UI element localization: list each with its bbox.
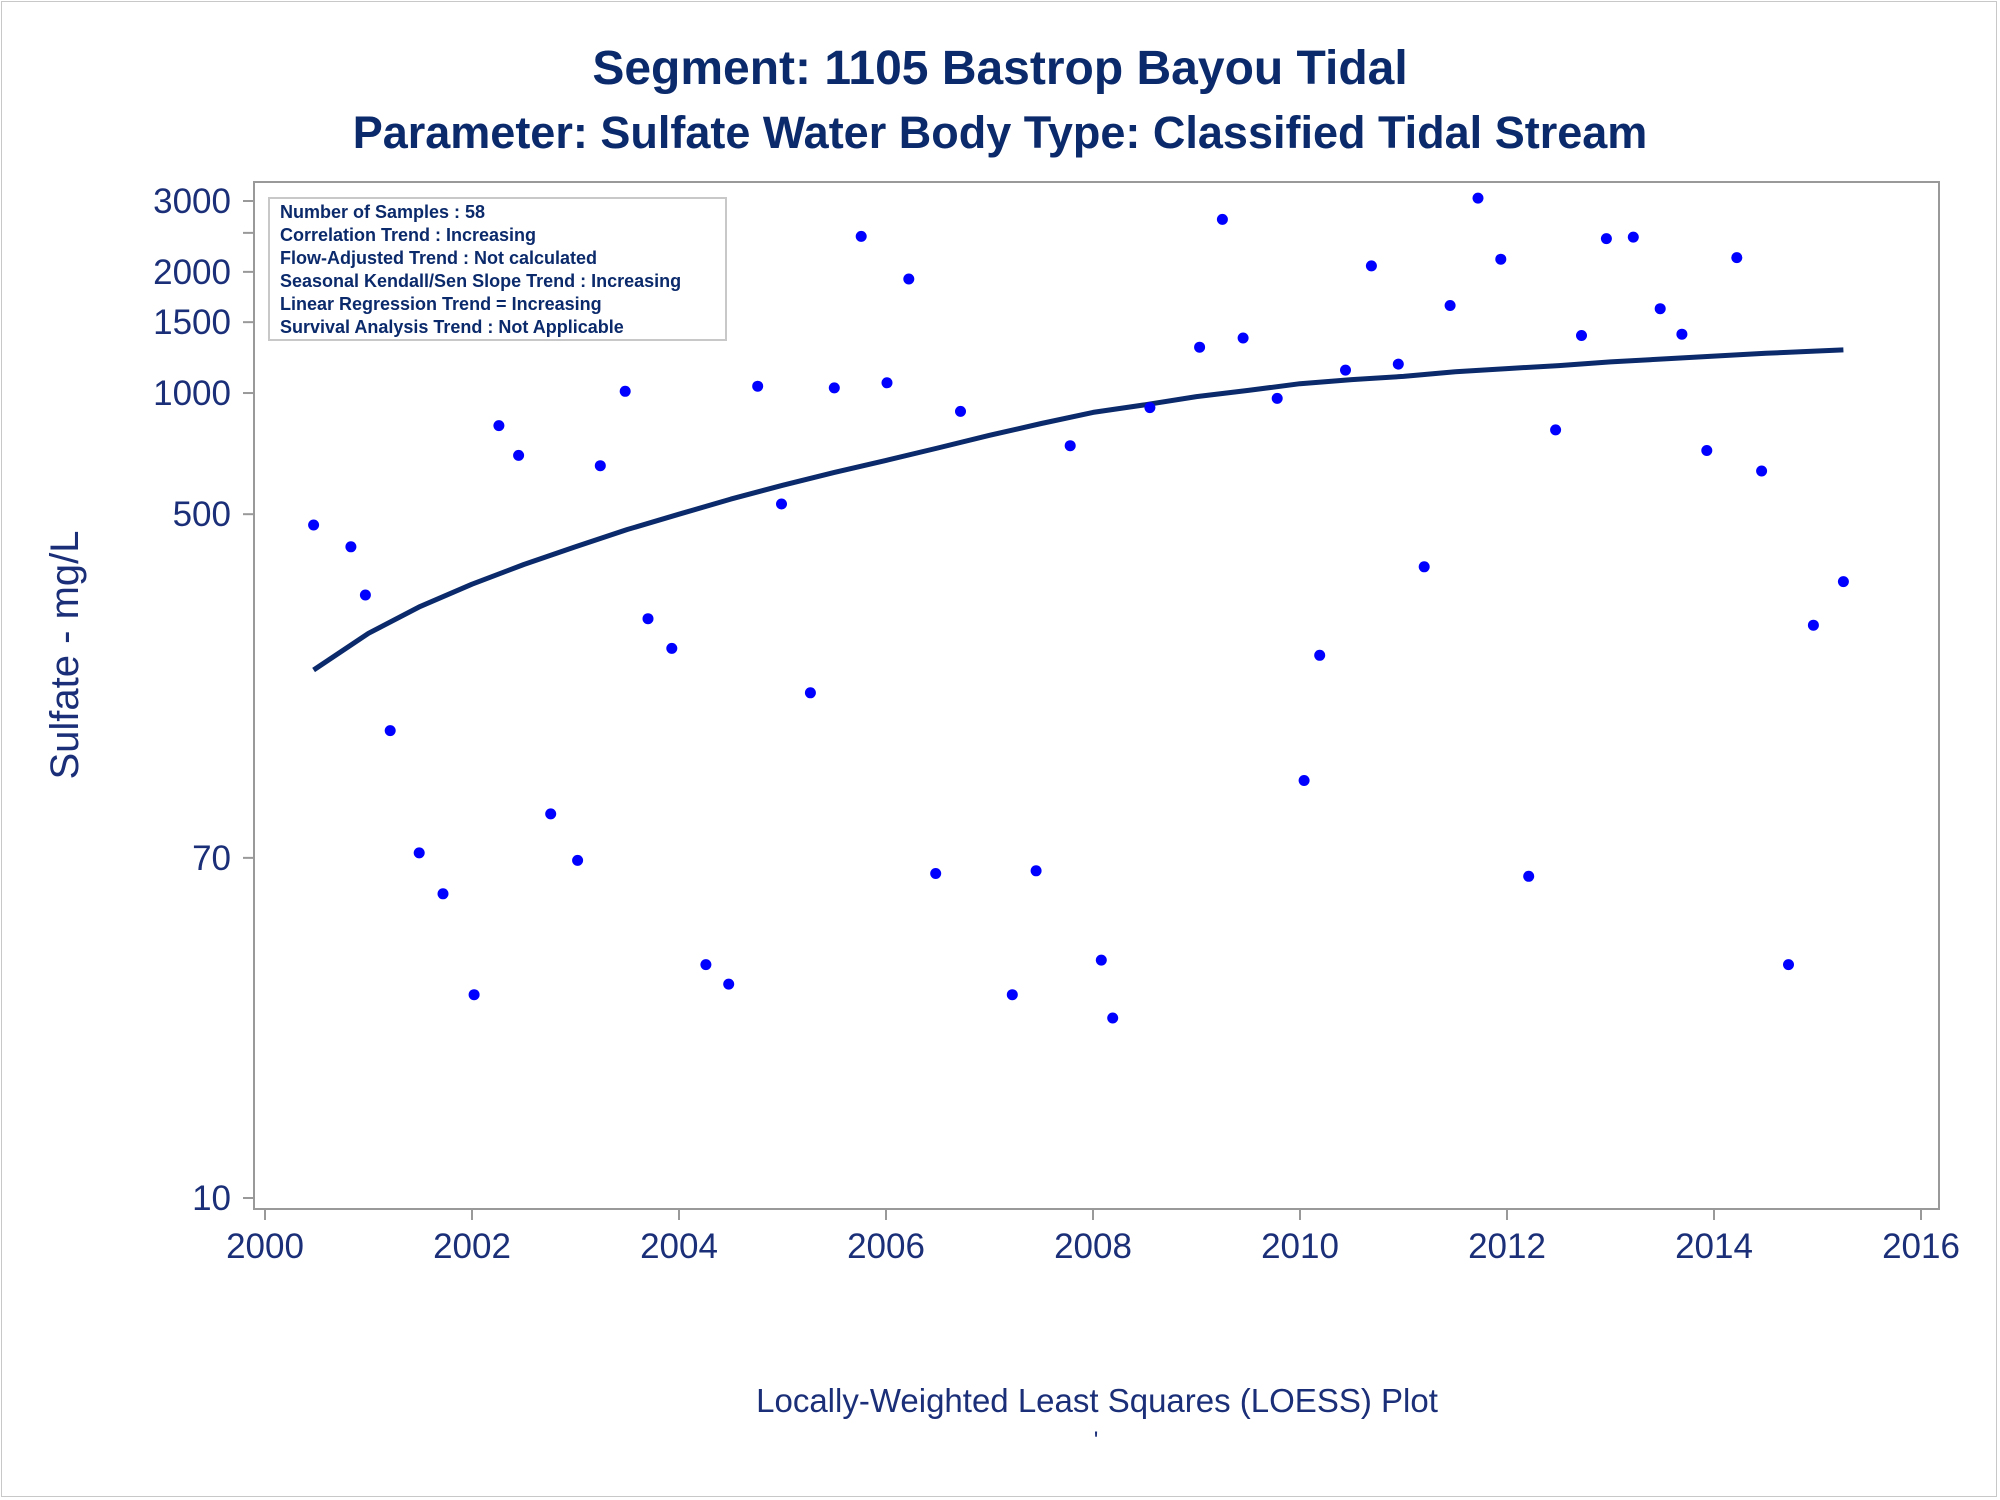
data-point: [1701, 445, 1713, 456]
stats-box-line: Correlation Trend : Increasing: [280, 225, 536, 245]
data-point: [1095, 954, 1107, 966]
y-tick-label: 2000: [153, 253, 231, 292]
data-point: [1676, 328, 1688, 340]
data-point: [1314, 649, 1326, 661]
data-point: [1600, 233, 1612, 245]
data-point: [345, 541, 357, 553]
data-point: [955, 405, 966, 417]
footnote-label: Locally-Weighted Least Squares (LOESS) P…: [756, 1382, 1438, 1419]
stats-box-line: Number of Samples : 58: [280, 202, 485, 222]
y-tick-label: 10: [192, 1179, 231, 1218]
data-point: [308, 519, 320, 531]
y-axis-label: Sulfate - mg/L: [43, 530, 87, 779]
data-point: [930, 868, 942, 879]
x-tick-label: 2004: [640, 1227, 718, 1266]
data-point: [723, 978, 735, 990]
x-tick-label: 2008: [1054, 1227, 1132, 1266]
data-point: [1472, 192, 1484, 204]
data-point: [1194, 341, 1206, 353]
x-tick-label: 2014: [1675, 1227, 1753, 1266]
data-point: [545, 808, 557, 820]
y-tick-label: 1500: [153, 303, 231, 342]
data-point: [666, 642, 678, 654]
data-point: [881, 377, 893, 389]
loess-curve: [312, 347, 1844, 673]
data-point: [1756, 465, 1768, 477]
chart-title: Segment: 1105 Bastrop Bayou Tidal: [592, 42, 1407, 95]
data-point: [828, 382, 840, 394]
data-point: [1783, 959, 1794, 971]
data-point: [513, 449, 525, 461]
data-point: [619, 385, 631, 397]
data-point: [493, 420, 505, 432]
plot-area: 2000 2002 2004 2006 2008 2010 2012 2014 2016 10 70…: [153, 181, 1960, 1266]
stats-box: [268, 197, 727, 341]
data-point: [642, 613, 654, 625]
data-point: [413, 847, 425, 859]
y-tick-label: 1000: [153, 374, 231, 413]
data-point: [1271, 392, 1283, 404]
data-point: [1392, 358, 1404, 370]
data-point: [804, 687, 816, 699]
data-point: [1298, 775, 1310, 786]
data-point: [1030, 865, 1042, 877]
data-point: [1340, 364, 1351, 376]
y-tick-label: 70: [192, 839, 231, 878]
y-tick-label: 500: [173, 495, 231, 534]
data-point: [1216, 213, 1228, 225]
data-point: [1807, 619, 1819, 631]
data-point: [594, 460, 606, 472]
chart-subtitle: Parameter: Sulfate Water Body Type: Clas…: [353, 107, 1648, 158]
data-point: [700, 959, 712, 971]
data-point: [1418, 561, 1430, 573]
data-point: [1654, 303, 1666, 315]
x-tick-label: 2000: [226, 1227, 304, 1266]
x-tick-label: 2012: [1468, 1227, 1546, 1266]
data-point: [437, 888, 449, 900]
data-point: [359, 589, 371, 601]
data-point: [1006, 989, 1018, 1001]
data-point: [1144, 402, 1156, 414]
data-point: [1064, 440, 1076, 452]
data-point: [1731, 252, 1743, 264]
y-tick-label: 3000: [153, 182, 231, 221]
x-tick-label: 2016: [1882, 1227, 1960, 1266]
plot-frame: [253, 181, 1940, 1210]
data-point: [468, 989, 480, 1001]
data-point: [1365, 260, 1377, 272]
data-point: [855, 230, 867, 242]
stats-box-line: Survival Analysis Trend : Not Applicable: [280, 317, 624, 337]
data-point: [1107, 1012, 1119, 1024]
stats-box-line: Linear Regression Trend = Increasing: [280, 294, 602, 314]
data-point: [1523, 870, 1535, 882]
footnote-mark: ': [1094, 1427, 1099, 1454]
data-point: [1627, 231, 1639, 243]
data-point: [1237, 332, 1249, 344]
data-point: [776, 498, 787, 510]
stats-box-line: Flow-Adjusted Trend : Not calculated: [280, 248, 597, 268]
data-point: [1550, 424, 1562, 436]
data-point: [572, 854, 584, 866]
data-point: [1576, 330, 1587, 341]
x-tick-label: 2006: [847, 1227, 925, 1266]
data-point: [1495, 253, 1507, 265]
data-point: [1837, 576, 1849, 588]
data-point: [752, 380, 764, 392]
data-point: [384, 725, 396, 737]
stats-box-line: Seasonal Kendall/Sen Slope Trend : Incre…: [280, 271, 681, 291]
x-tick-label: 2002: [433, 1227, 511, 1266]
data-point: [1444, 300, 1456, 311]
x-tick-label: 2010: [1261, 1227, 1339, 1266]
data-point: [903, 273, 915, 285]
